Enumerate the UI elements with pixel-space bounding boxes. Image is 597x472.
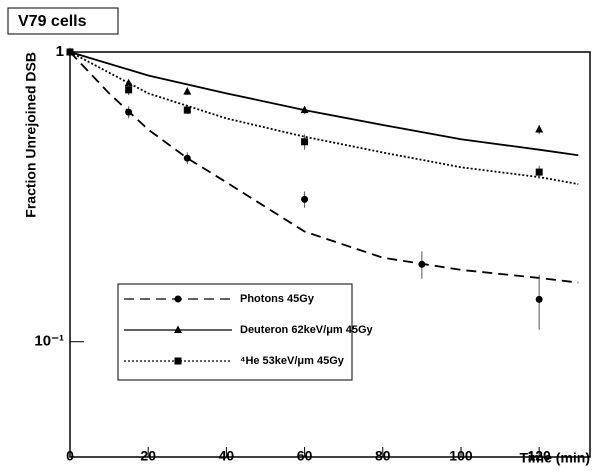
legend-label: Photons 45Gy [240,293,315,305]
data-point [183,106,191,114]
data-point [300,105,309,114]
plot-frame [69,51,591,458]
data-point [301,195,309,203]
x-tick-label: 0 [66,448,74,464]
fit-curve [69,51,579,157]
fit-curve [69,51,579,185]
fit-curve [69,51,579,284]
data-point [301,138,309,146]
data-point [418,260,426,268]
data-point [183,154,191,162]
data-point [125,86,133,94]
x-tick-label: 80 [375,448,391,464]
x-tick-label: 20 [140,448,156,464]
title-box [7,7,119,35]
chart-title: V79 cells [18,13,87,30]
y-axis-label: Fraction Unrejoined DSB [23,52,39,218]
legend-marker [174,295,182,303]
x-tick-label: 100 [449,448,473,464]
legend-label: Deuteron 62keV/μm 45Gy [240,324,374,336]
legend-marker [174,325,182,333]
data-point [535,295,543,303]
y-tick-label: 10⁻¹ [34,333,64,350]
x-tick-label: 60 [297,448,313,464]
x-tick-label: 120 [527,448,551,464]
legend-marker [174,357,182,365]
data-point [183,87,192,95]
x-tick-label: 40 [219,448,235,464]
data-point [535,125,544,133]
data-point [66,48,74,56]
data-point [535,168,543,176]
data-point [125,108,133,116]
legend-box [117,283,353,381]
y-tick-label: 1 [56,43,64,60]
legend-label: ⁴He 53keV/μm 45Gy [240,355,345,367]
